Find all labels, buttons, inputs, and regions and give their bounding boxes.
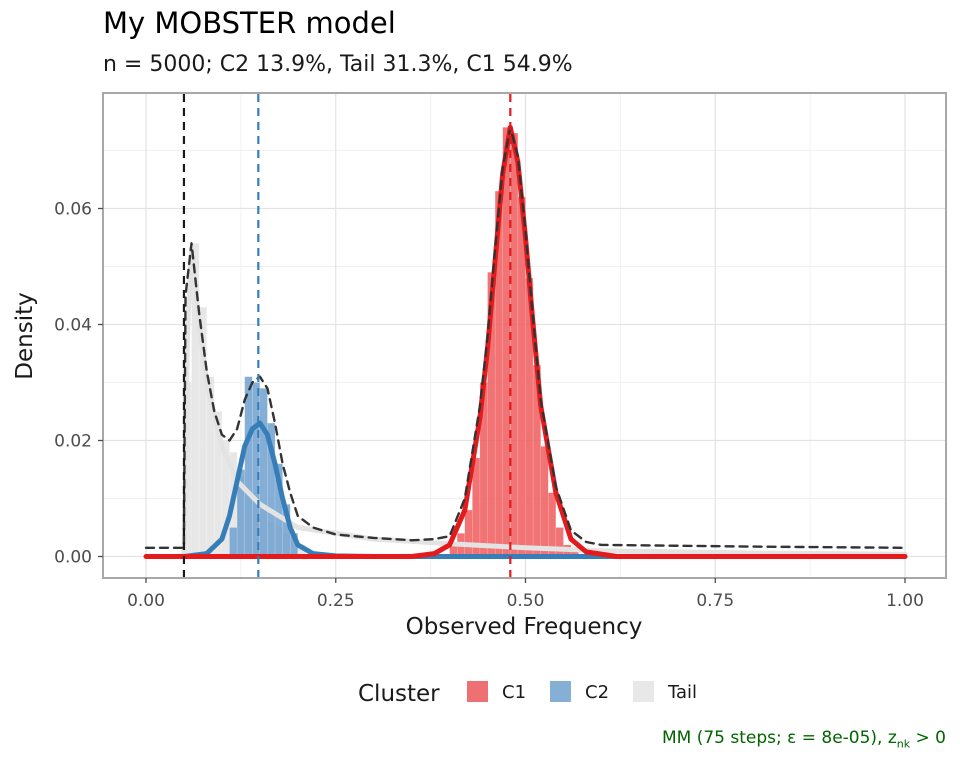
- hist-bar-c1: [502, 127, 511, 557]
- histogram-bars: [183, 127, 579, 557]
- caption-text: MM (75 steps; ε = 8e-05), z: [661, 728, 897, 748]
- y-axis-label: Density: [12, 292, 38, 379]
- hist-bar-c2: [229, 527, 238, 557]
- legend-key-tail: [633, 681, 654, 702]
- legend-key-c1: [467, 681, 488, 702]
- density-curve-tail: [181, 246, 908, 559]
- x-axis-label: Observed Frequency: [406, 614, 643, 640]
- legend-label-tail: Tail: [667, 682, 697, 703]
- legend: Cluster C1 C2 Tail: [358, 681, 697, 707]
- mean-lines: [182, 94, 512, 577]
- y-tick-label: 0.04: [54, 316, 92, 336]
- hist-bar-c1: [472, 457, 481, 557]
- hist-bar-c2: [259, 388, 268, 557]
- legend-key-c2: [550, 681, 571, 702]
- x-tick-label: 0.50: [507, 591, 545, 611]
- y-tick-label: 0.06: [54, 200, 92, 220]
- y-tick-label: 0.00: [54, 548, 92, 568]
- hist-bar-c1: [510, 132, 519, 557]
- density-curve-mixture: [144, 126, 907, 549]
- legend-label-c1: C1: [502, 682, 526, 703]
- hist-bar-c2: [244, 376, 253, 557]
- density-curves: [143, 124, 908, 559]
- hist-bar-c1: [555, 527, 564, 557]
- chart-subtitle: n = 5000; C2 13.9%, Tail 31.3%, C1 54.9%: [103, 52, 573, 77]
- hist-bar-c1: [540, 446, 549, 557]
- legend-label-c2: C2: [585, 682, 609, 703]
- hist-bar-c1: [464, 509, 473, 557]
- y-tick-label: 0.02: [54, 432, 92, 452]
- caption-subscript: nk: [896, 737, 911, 751]
- x-tick-label: 1.00: [886, 591, 924, 611]
- x-tick-label: 0.25: [317, 591, 355, 611]
- chart-title: My MOBSTER model: [103, 6, 396, 40]
- caption-tail: > 0: [910, 728, 946, 748]
- axes: 0.00 0.25 0.50 0.75 1.00 0.00 0.02 0.04 0.06: [54, 200, 924, 612]
- legend-title: Cluster: [358, 681, 440, 707]
- x-tick-label: 0.00: [127, 591, 165, 611]
- caption: MM (75 steps; ε = 8e-05), znk > 0: [662, 728, 946, 750]
- x-tick-label: 0.75: [696, 591, 734, 611]
